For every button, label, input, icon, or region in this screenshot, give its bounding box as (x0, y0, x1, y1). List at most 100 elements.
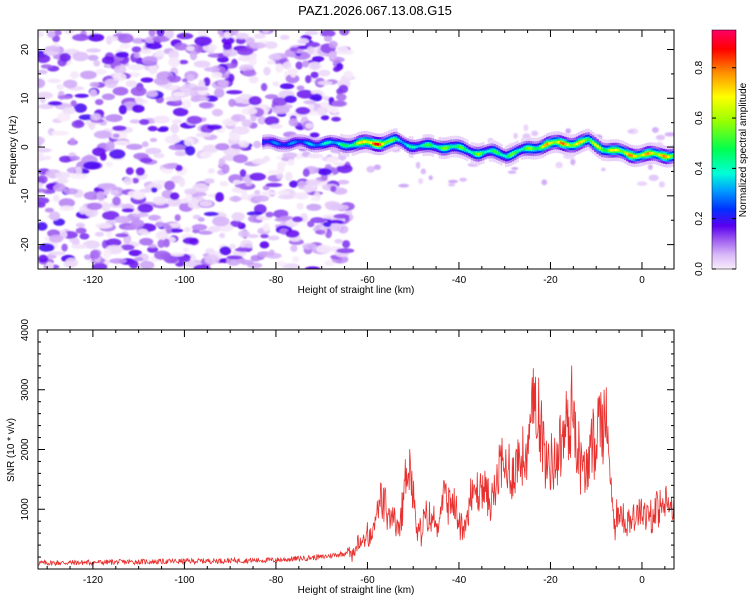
ridge-cell (388, 139, 391, 143)
noise-blob (103, 248, 112, 259)
noise-blob (241, 190, 248, 201)
ridge-cell (664, 155, 668, 159)
ridge-halo-blob (366, 165, 376, 173)
ridge-cell (607, 149, 611, 152)
noise-blob (260, 234, 269, 239)
noise-blob (178, 256, 191, 263)
noise-blob (219, 232, 226, 239)
ridge-cell (296, 140, 300, 144)
noise-blob (296, 85, 305, 91)
noise-blob (279, 215, 293, 220)
ridge-cell (326, 141, 330, 145)
noise-blob (247, 234, 259, 239)
noise-blob (185, 45, 195, 52)
noise-blob (330, 185, 337, 193)
noise-blob (114, 215, 132, 224)
noise-blob (328, 40, 338, 49)
ridge-halo-blob (601, 167, 606, 172)
noise-blob (70, 100, 77, 107)
ridge-halo-blob (658, 181, 666, 188)
ridge-cell (278, 142, 281, 146)
ridge-cell (598, 146, 602, 150)
noise-blob (296, 89, 314, 99)
ridge-cell (628, 153, 631, 157)
ridge-cell (356, 142, 359, 145)
ridge-cell (507, 154, 510, 158)
ridge-cell (642, 153, 645, 157)
noise-blob (127, 64, 145, 71)
noise-blob (166, 197, 182, 207)
noise-blob (168, 144, 186, 151)
noise-blob (335, 46, 350, 55)
noise-blob (323, 35, 333, 42)
noise-blob (330, 106, 339, 114)
noise-blob (310, 217, 325, 224)
ridge-cell (589, 139, 593, 143)
ridge-cell (644, 152, 648, 156)
noise-blob (290, 244, 298, 252)
noise-blob (331, 116, 341, 122)
ridge-halo-blob (651, 127, 659, 133)
noise-blob (202, 144, 219, 154)
noise-blob (302, 243, 317, 250)
ridge-cell (648, 151, 652, 155)
noise-blob (93, 60, 101, 67)
ridge-cell (488, 149, 492, 153)
noise-blob (181, 99, 191, 110)
noise-blob (289, 180, 298, 188)
ridge-halo-blob (664, 132, 674, 137)
snr-xtick-label: -120 (83, 575, 103, 586)
noise-blob (336, 93, 347, 101)
noise-blob (261, 191, 277, 196)
ridge-cell (582, 139, 586, 143)
spectrogram-frame (37, 29, 675, 270)
noise-blob (125, 167, 134, 175)
noise-blob (197, 217, 205, 222)
ridge-cell (669, 155, 673, 158)
ridge-cell (447, 146, 451, 149)
ridge-cell (319, 143, 323, 147)
noise-blob (266, 60, 276, 65)
ridge-cell (413, 145, 416, 149)
ridge-cell (454, 145, 458, 148)
noise-blob (72, 33, 90, 42)
ridge-cell (314, 143, 318, 147)
noise-blob (72, 51, 89, 62)
noise-blob (95, 99, 104, 106)
noise-blob (56, 112, 71, 122)
noise-blob (89, 250, 100, 260)
noise-blob (262, 30, 270, 34)
noise-blob (214, 192, 225, 202)
noise-blob (95, 68, 107, 75)
noise-blob (303, 184, 314, 193)
noise-blob (115, 51, 129, 58)
noise-blob (110, 189, 120, 196)
ridge-cell (346, 144, 350, 148)
noise-blob (109, 258, 127, 264)
snr-xlabel: Height of straight line (km) (298, 585, 415, 596)
noise-blob (163, 163, 177, 170)
ridge-cell (600, 148, 604, 152)
noise-blob (310, 89, 323, 95)
snr-ytick-label: 4000 (20, 318, 31, 341)
noise-blob (128, 259, 139, 269)
ridge-cell (596, 145, 599, 148)
noise-blob (289, 69, 297, 78)
noise-blob (182, 237, 198, 245)
noise-blob (135, 167, 145, 176)
snr-line (38, 365, 674, 567)
colorbar-gradient (711, 29, 737, 270)
noise-blob (145, 147, 162, 155)
noise-blob (93, 130, 112, 139)
noise-blob (195, 132, 212, 138)
ridge-cell (310, 143, 313, 147)
noise-blob (323, 221, 332, 228)
noise-blob (336, 88, 343, 95)
noise-blob (118, 104, 127, 115)
noise-blob (342, 240, 351, 249)
ridge-cell (564, 142, 567, 146)
noise-blob (170, 252, 185, 257)
noise-blob (53, 183, 67, 192)
noise-blob (139, 49, 153, 54)
ridge-halo-blob (511, 167, 519, 170)
